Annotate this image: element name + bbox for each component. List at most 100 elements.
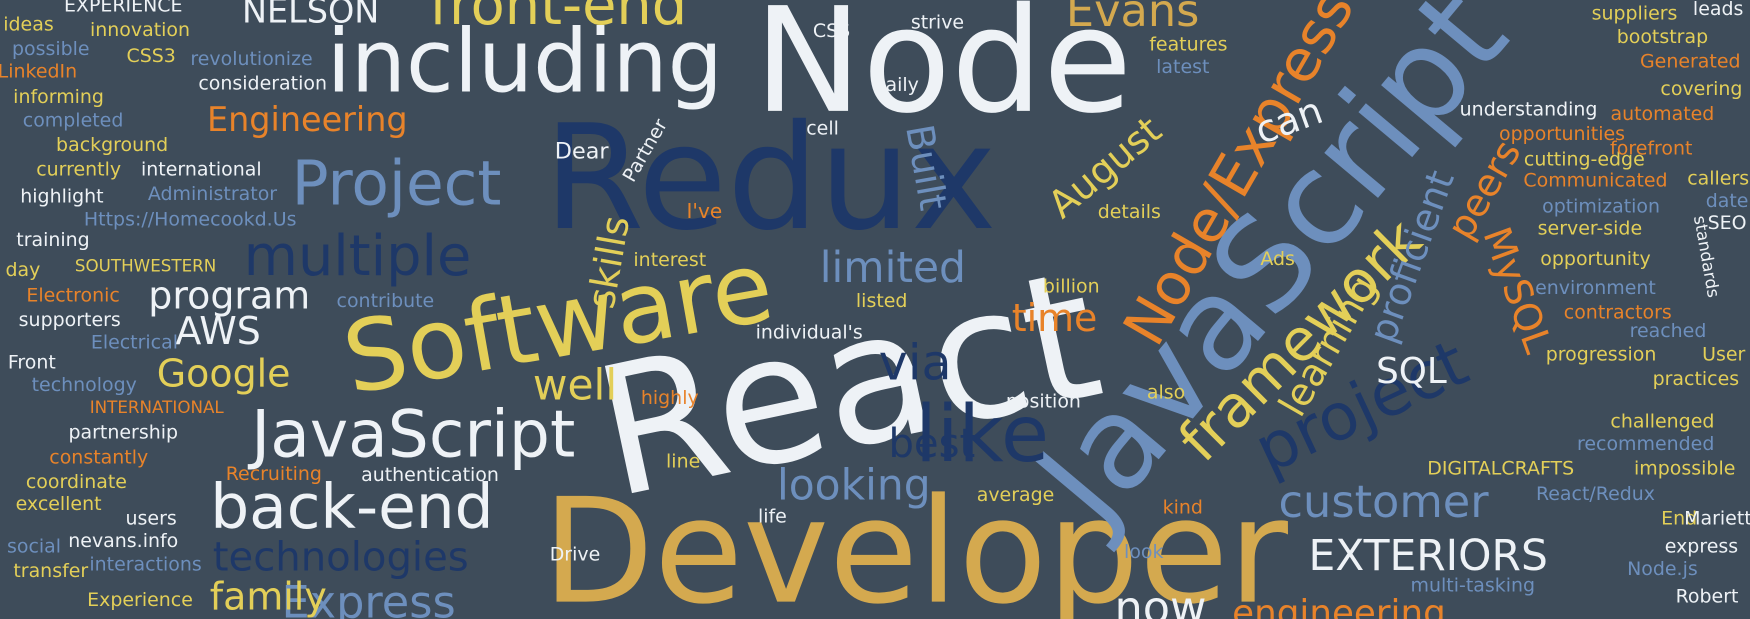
word: Express [282, 576, 456, 619]
word: LinkedIn [0, 60, 77, 82]
word: possible [12, 38, 90, 60]
word: constantly [49, 446, 148, 468]
word: Electrical [91, 331, 178, 353]
word: covering [1660, 78, 1742, 100]
word: nevans.info [68, 530, 178, 552]
word: Generated [1640, 50, 1741, 72]
word: Communicated [1523, 170, 1667, 192]
word: life [758, 505, 787, 527]
word: SEO [1708, 212, 1747, 234]
word: Redux [544, 94, 997, 263]
word: Node [754, 0, 1132, 146]
word: cutting-edge [1524, 148, 1645, 170]
word: looking [777, 461, 931, 510]
word: average [977, 484, 1055, 506]
word: leads [1693, 0, 1743, 20]
word: contractors [1564, 301, 1672, 323]
word: strive [911, 11, 964, 33]
word: family [210, 575, 327, 619]
word: best [888, 421, 975, 467]
word: server-side [1538, 218, 1642, 240]
word: Engineering [207, 100, 408, 139]
word: recommended [1577, 433, 1714, 455]
word: program [148, 274, 310, 318]
word: understanding [1460, 98, 1598, 120]
word: customer [1279, 476, 1490, 528]
word: Electronic [26, 285, 119, 307]
word: reached [1630, 320, 1707, 342]
word: Ads [1260, 248, 1295, 270]
word: individual's [756, 321, 863, 343]
word: innovation [90, 19, 190, 41]
word: listed [856, 290, 908, 312]
word: Evans [1066, 0, 1199, 37]
word: JavaScript [247, 397, 575, 472]
word: CSS3 [126, 45, 175, 67]
word: look [1124, 541, 1163, 563]
word: consideration [198, 73, 327, 95]
word: also [1147, 382, 1185, 404]
word: opportunities [1499, 123, 1625, 145]
word: EXTERIORS [1309, 531, 1548, 580]
word: impossible [1634, 457, 1735, 479]
word: technologies [213, 535, 469, 581]
word: automated [1610, 103, 1714, 125]
word: date [1706, 190, 1749, 212]
word: NELSON [242, 0, 379, 31]
word: highly [641, 387, 699, 409]
word: Front [8, 351, 56, 373]
word: suppliers [1592, 2, 1678, 24]
word: technology [32, 374, 137, 396]
word: including [327, 10, 723, 112]
word: details [1098, 201, 1161, 223]
word: partnership [69, 422, 179, 444]
word: Google [157, 352, 291, 396]
word: billion [1043, 276, 1100, 298]
word: like [915, 390, 1049, 480]
word: via [879, 333, 952, 391]
word: ideas [3, 14, 53, 36]
word: time [1012, 296, 1098, 340]
word: coordinate [26, 471, 127, 493]
word: express [1665, 536, 1738, 558]
word: limited [820, 243, 966, 292]
word: excellent [16, 493, 102, 515]
word: forefront [1610, 137, 1692, 159]
word: daily [873, 74, 918, 96]
word: Https://Homecookd.Us [84, 209, 297, 231]
word: social [7, 536, 61, 558]
word: Experience [87, 589, 193, 611]
word: environment [1535, 277, 1656, 299]
word: DIGITALCRAFTS [1427, 457, 1574, 479]
word: authentication [361, 464, 499, 486]
word: User [1702, 344, 1745, 366]
word: position [1006, 391, 1081, 413]
word: revolutionize [190, 48, 312, 70]
word: AWS [175, 309, 260, 353]
word: optimization [1542, 195, 1660, 217]
word: completed [23, 109, 124, 131]
word: Node.js [1627, 558, 1698, 580]
word: practices [1653, 368, 1740, 390]
word: informing [13, 86, 104, 108]
word: interest [633, 249, 706, 271]
word: challenged [1610, 411, 1714, 433]
word: back-end [210, 472, 493, 543]
word: opportunity [1540, 248, 1650, 270]
word: progression [1546, 344, 1657, 366]
word: EXPERIENCE [64, 0, 183, 17]
word: now [1114, 582, 1206, 619]
word: Project [292, 149, 502, 220]
word: highlight [20, 185, 103, 207]
word: SQL [1376, 351, 1447, 392]
word: users [126, 508, 177, 530]
word: bootstrap [1617, 26, 1708, 48]
word: Drive [550, 543, 601, 565]
word: multi-tasking [1411, 575, 1535, 597]
word: React/Redux [1536, 483, 1655, 505]
word: INTERNATIONAL [90, 397, 225, 417]
word: background [56, 134, 168, 156]
word: currently [36, 159, 121, 181]
